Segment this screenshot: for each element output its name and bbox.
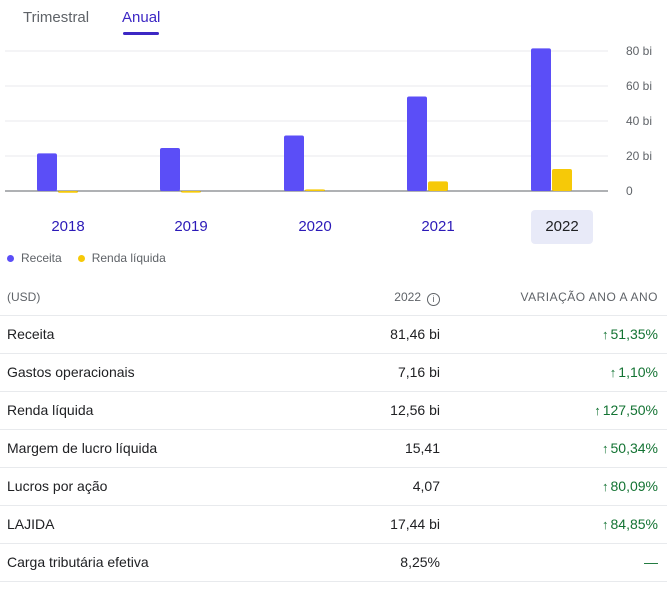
row-label: Lucros por ação (7, 478, 108, 494)
financial-bar-chart: 0 20 bi 40 bi 60 bi 80 bi (5, 44, 652, 198)
bar-receita-2022 (531, 48, 551, 191)
legend-item-receita: Receita (7, 251, 62, 265)
bar-renda-liquida-2021 (428, 181, 448, 191)
year-label-2019[interactable]: 2019 (174, 218, 208, 235)
y-tick-label: 80 bi (626, 44, 652, 58)
bar-receita-2018 (37, 153, 57, 191)
row-label: Gastos operacionais (7, 364, 135, 380)
legend-dot-receita (7, 254, 14, 262)
y-tick-label: 40 bi (626, 114, 652, 128)
chart-legend: Receita Renda líquida (7, 250, 182, 266)
table-row: Renda líquida 12,56 bi ↑ 127,50% (0, 392, 667, 430)
row-change: ↑ 127,50% (594, 392, 658, 429)
row-change: ↑ 50,34% (602, 430, 658, 467)
tab-anual[interactable]: Anual (122, 9, 161, 26)
bar-renda-liquida-2018 (58, 191, 78, 193)
change-value: 1,10% (618, 364, 658, 380)
year-label-2020[interactable]: 2020 (298, 218, 332, 235)
row-label: Margem de lucro líquida (7, 440, 158, 456)
bar-receita-2021 (407, 96, 427, 191)
change-header: VARIAÇÃO ANO A ANO (520, 290, 658, 304)
row-label: Receita (7, 326, 55, 342)
legend-item-renda-liquida: Renda líquida (77, 251, 166, 265)
table-row: LAJIDA 17,44 bi ↑ 84,85% (0, 506, 667, 544)
bar-renda-liquida-2019 (181, 191, 201, 193)
bar-renda-liquida-2020 (305, 189, 325, 191)
row-label: LAJIDA (7, 516, 55, 532)
tab-trimestral[interactable]: Trimestral (23, 9, 90, 26)
year-label-2022[interactable]: 2022 (531, 210, 593, 244)
legend-label-renda-liquida: Renda líquida (91, 251, 166, 265)
change-value: 50,34% (610, 440, 658, 456)
table-body: Receita 81,46 bi ↑ 51,35% Gastos operacionai… (0, 316, 667, 582)
year-header: 2022 i (394, 280, 440, 315)
arrow-up-icon: ↑ (602, 327, 609, 342)
table-row: Gastos operacionais 7,16 bi ↑ 1,10% (0, 354, 667, 392)
y-tick-label: 60 bi (626, 79, 652, 93)
row-value: 12,56 bi (390, 402, 440, 418)
row-label: Renda líquida (7, 402, 94, 418)
table-row: Margem de lucro líquida 15,41 ↑ 50,34% (0, 430, 667, 468)
change-value: 84,85% (610, 516, 658, 532)
legend-dot-renda-liquida (77, 254, 85, 262)
legend-label-receita: Receita (21, 251, 62, 265)
period-tabs: Trimestral Anual (0, 0, 667, 44)
table-header: (USD) 2022 i VARIAÇÃO ANO A ANO (0, 280, 667, 316)
arrow-up-icon: ↑ (602, 517, 609, 532)
year-label-2018[interactable]: 2018 (51, 218, 85, 235)
table-row: Carga tributária efetiva 8,25% — (0, 544, 667, 582)
row-change: ↑ 84,85% (602, 506, 658, 543)
bar-receita-2019 (160, 147, 180, 191)
arrow-up-icon: ↑ (602, 441, 609, 456)
row-value: 7,16 bi (397, 364, 440, 380)
info-icon[interactable]: i (427, 293, 440, 306)
row-change: ↑ 80,09% (602, 468, 658, 505)
arrow-up-icon: ↑ (594, 403, 601, 418)
year-label-2021[interactable]: 2021 (421, 218, 455, 235)
bar-receita-2020 (284, 135, 304, 191)
row-change: — (644, 554, 658, 570)
row-change: ↑ 1,10% (610, 354, 658, 391)
active-tab-indicator (123, 32, 159, 35)
row-value: 81,46 bi (390, 326, 440, 342)
table-row: Receita 81,46 bi ↑ 51,35% (0, 316, 667, 354)
y-tick-label: 0 (626, 184, 633, 198)
year-header-text: 2022 (394, 290, 421, 304)
change-value: 80,09% (610, 478, 658, 494)
currency-label: (USD) (7, 290, 41, 304)
row-label: Carga tributária efetiva (7, 554, 149, 570)
bar-renda-liquida-2022 (552, 168, 572, 191)
row-value: 15,41 (404, 440, 440, 456)
row-change: ↑ 51,35% (602, 316, 658, 353)
table-row: Lucros por ação 4,07 ↑ 80,09% (0, 468, 667, 506)
arrow-up-icon: ↑ (602, 479, 609, 494)
arrow-up-icon: ↑ (609, 365, 617, 380)
financial-table: (USD) 2022 i VARIAÇÃO ANO A ANO Receita 81… (0, 280, 667, 582)
change-value: 51,35% (610, 326, 658, 342)
row-value: 4,07 (412, 478, 440, 494)
y-tick-label: 20 bi (626, 149, 652, 163)
change-value: 127,50% (602, 402, 658, 418)
row-value: 8,25% (400, 554, 440, 570)
row-value: 17,44 bi (390, 516, 440, 532)
